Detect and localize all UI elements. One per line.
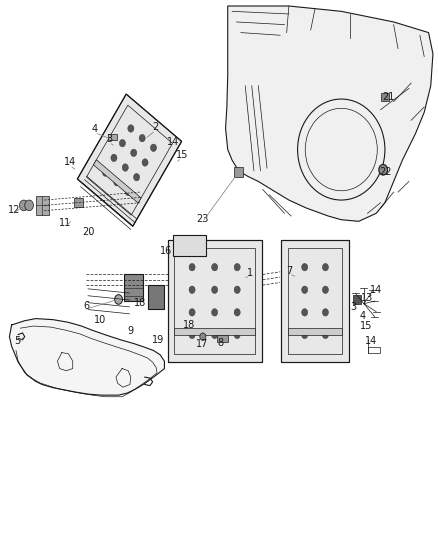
Circle shape	[142, 159, 148, 166]
Polygon shape	[93, 160, 141, 203]
Circle shape	[302, 309, 308, 316]
Circle shape	[189, 286, 195, 294]
Circle shape	[234, 286, 240, 294]
Text: 20: 20	[82, 228, 94, 238]
Polygon shape	[173, 235, 206, 256]
Circle shape	[322, 286, 328, 294]
Circle shape	[125, 188, 131, 196]
Text: 15: 15	[360, 321, 373, 331]
Circle shape	[119, 140, 125, 147]
Circle shape	[128, 125, 134, 132]
Polygon shape	[35, 196, 49, 215]
Polygon shape	[234, 166, 243, 177]
Circle shape	[131, 149, 137, 157]
Text: 6: 6	[83, 301, 89, 311]
Polygon shape	[174, 328, 255, 335]
Text: 1: 1	[247, 268, 254, 278]
Polygon shape	[74, 198, 83, 207]
Polygon shape	[288, 328, 343, 335]
Text: 4: 4	[92, 124, 98, 134]
Circle shape	[302, 286, 308, 294]
Text: 11: 11	[59, 219, 71, 229]
Polygon shape	[217, 335, 228, 342]
Circle shape	[212, 309, 218, 316]
Circle shape	[189, 331, 195, 338]
Polygon shape	[226, 6, 433, 221]
Text: 10: 10	[94, 314, 106, 325]
Text: 17: 17	[196, 339, 208, 349]
Circle shape	[234, 331, 240, 338]
Circle shape	[302, 331, 308, 338]
Circle shape	[25, 200, 33, 211]
Text: 3: 3	[350, 302, 357, 312]
Text: 3: 3	[106, 134, 112, 144]
Circle shape	[234, 263, 240, 271]
Circle shape	[212, 263, 218, 271]
Polygon shape	[10, 319, 164, 395]
Circle shape	[302, 263, 308, 271]
Circle shape	[139, 134, 145, 142]
Polygon shape	[148, 285, 163, 309]
Polygon shape	[78, 94, 182, 227]
Circle shape	[19, 200, 28, 211]
Polygon shape	[124, 274, 144, 301]
Text: 23: 23	[196, 214, 208, 224]
Polygon shape	[281, 240, 349, 362]
Text: 14: 14	[370, 285, 382, 295]
Circle shape	[212, 331, 218, 338]
Text: 2: 2	[152, 122, 159, 132]
Circle shape	[234, 309, 240, 316]
Text: 5: 5	[14, 336, 21, 346]
Text: 14: 14	[365, 336, 377, 346]
Text: 7: 7	[286, 266, 292, 276]
Circle shape	[189, 309, 195, 316]
Circle shape	[322, 309, 328, 316]
Circle shape	[115, 295, 123, 304]
Text: 8: 8	[218, 338, 224, 348]
Text: 21: 21	[382, 92, 395, 102]
Text: 18: 18	[134, 297, 147, 308]
Text: 18: 18	[183, 320, 195, 330]
Text: 22: 22	[380, 167, 392, 177]
Circle shape	[111, 154, 117, 161]
Circle shape	[200, 333, 206, 341]
Text: 16: 16	[159, 246, 172, 255]
Polygon shape	[168, 240, 261, 362]
Circle shape	[379, 165, 388, 175]
Text: 19: 19	[152, 335, 164, 345]
Text: 13: 13	[361, 293, 374, 303]
Circle shape	[150, 144, 156, 151]
Text: 14: 14	[64, 157, 76, 167]
Circle shape	[189, 263, 195, 271]
Circle shape	[134, 173, 140, 181]
Text: 9: 9	[128, 326, 134, 336]
Polygon shape	[108, 134, 117, 140]
Circle shape	[102, 169, 109, 176]
Text: 14: 14	[167, 137, 179, 147]
Text: 15: 15	[176, 150, 188, 160]
Circle shape	[114, 179, 120, 186]
Circle shape	[212, 286, 218, 294]
Circle shape	[322, 331, 328, 338]
Text: 12: 12	[7, 205, 20, 215]
Text: 4: 4	[359, 311, 365, 321]
Polygon shape	[381, 93, 389, 101]
Circle shape	[322, 263, 328, 271]
Polygon shape	[353, 295, 361, 304]
Circle shape	[122, 164, 128, 171]
